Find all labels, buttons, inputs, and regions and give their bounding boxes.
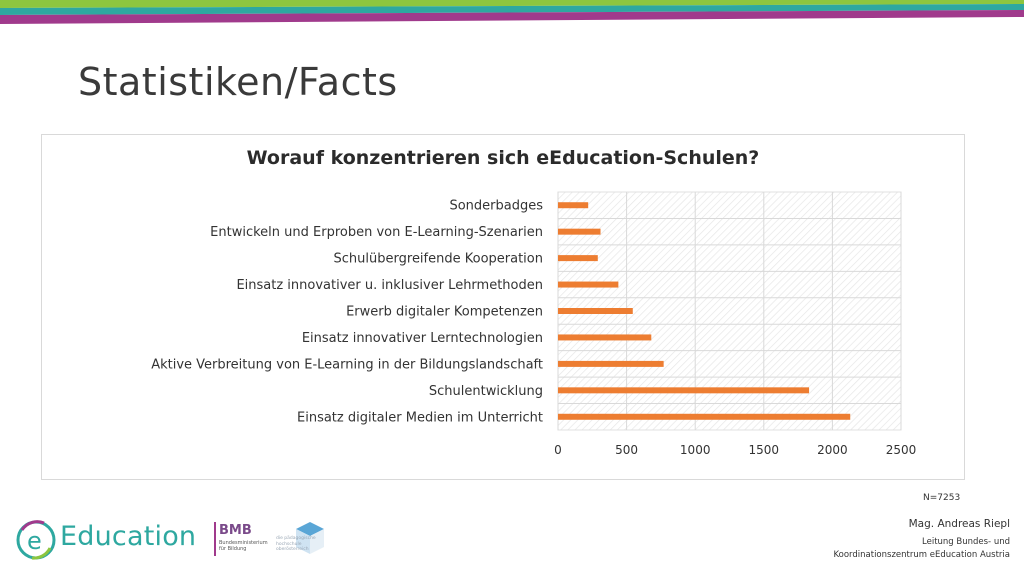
x-tick-label-2: 1000 bbox=[680, 443, 711, 457]
eeducation-logo: e bbox=[16, 520, 56, 560]
bar-8 bbox=[558, 413, 851, 420]
ph-cube-left bbox=[296, 529, 310, 554]
category-label-2: Schulübergreifende Kooperation bbox=[334, 252, 543, 267]
ph-logo bbox=[296, 522, 324, 554]
ph-logo-text: die pädagogische hochschule oberösterrei… bbox=[276, 536, 316, 552]
bar-5 bbox=[558, 334, 652, 341]
bar-chart: Sonderbadges Entwickeln und Erproben von … bbox=[151, 191, 916, 457]
x-tick-label-0: 0 bbox=[554, 443, 562, 457]
chart-container: Worauf konzentrieren sich eEducation-Sch… bbox=[41, 134, 965, 480]
x-tick-label-4: 2000 bbox=[817, 443, 848, 457]
category-label-3: Einsatz innovativer u. inklusiver Lehrme… bbox=[236, 278, 543, 293]
logo-ring-magenta bbox=[20, 520, 45, 531]
eeducation-wordmark: Education bbox=[60, 521, 197, 552]
bmb-logo-text: BMB bbox=[219, 523, 252, 538]
logo-ring-green bbox=[31, 547, 52, 560]
category-label-7: Schulentwicklung bbox=[429, 384, 543, 399]
presenter-name: Mag. Andreas Riepl bbox=[908, 518, 1010, 530]
category-label-5: Einsatz innovativer Lerntechnologien bbox=[302, 331, 543, 346]
category-label-4: Erwerb digitaler Kompetenzen bbox=[346, 305, 543, 320]
x-tick-label-3: 1500 bbox=[749, 443, 780, 457]
bar-1 bbox=[558, 228, 601, 235]
bar-6 bbox=[558, 360, 664, 367]
presenter-info: Mag. Andreas Riepl Leitung Bundes- und K… bbox=[833, 518, 1010, 562]
bars bbox=[558, 202, 851, 420]
x-tick-label-5: 2500 bbox=[886, 443, 917, 457]
category-label-8: Einsatz digitaler Medien im Unterricht bbox=[297, 410, 543, 425]
bmb-logo-bar bbox=[214, 522, 216, 556]
sample-size-note: N=7253 bbox=[923, 493, 961, 503]
stripe-green bbox=[0, 0, 1024, 8]
x-tick-label-1: 500 bbox=[615, 443, 638, 457]
slide-title: Statistiken/Facts bbox=[78, 60, 398, 104]
bar-3 bbox=[558, 281, 619, 288]
x-axis-tick-labels: 0 500 1000 1500 2000 2500 bbox=[554, 443, 916, 457]
stripe-magenta bbox=[0, 10, 1024, 24]
stripe-teal bbox=[0, 4, 1024, 15]
bar-7 bbox=[558, 387, 810, 394]
bmb-logo-subtitle: Bundesministerium für Bildung bbox=[219, 540, 268, 552]
category-label-0: Sonderbadges bbox=[449, 199, 543, 214]
presenter-role-line-2: Koordinationszentrum eEducation Austria bbox=[833, 550, 1010, 560]
logo-e-letter: e bbox=[27, 527, 42, 555]
bar-2 bbox=[558, 255, 598, 262]
chart-title: Worauf konzentrieren sich eEducation-Sch… bbox=[246, 147, 760, 169]
bar-0 bbox=[558, 202, 589, 209]
header-stripes bbox=[0, 0, 1024, 24]
category-label-1: Entwickeln und Erproben von E-Learning-S… bbox=[210, 225, 543, 240]
category-labels: Sonderbadges Entwickeln und Erproben von … bbox=[151, 199, 543, 426]
bar-4 bbox=[558, 308, 633, 314]
bmb-logo bbox=[214, 522, 216, 556]
presenter-role-line-1: Leitung Bundes- und bbox=[922, 537, 1010, 547]
ph-cube-right bbox=[310, 529, 324, 554]
category-label-6: Aktive Verbreitung von E-Learning in der… bbox=[151, 357, 543, 372]
